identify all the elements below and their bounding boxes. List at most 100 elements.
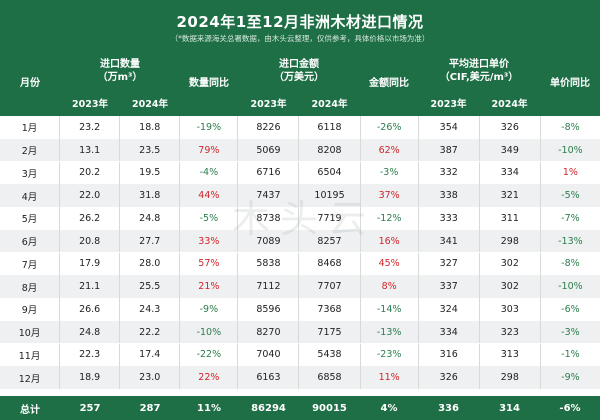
- table-row: 8月 21.1 25.5 21% 7112 7707 8% 337 302 -10%: [0, 275, 600, 298]
- amt-yoy-cell: 37%: [361, 184, 419, 207]
- table-row: 11月 22.3 17.4 -22% 7040 5438 -23% 316 313 -1%: [0, 343, 600, 367]
- total-price-yoy-cell: -6%: [559, 402, 581, 414]
- header-qty-unit: （万m³）: [97, 72, 143, 83]
- amt-2023-cell: 7089: [238, 229, 300, 253]
- price-yoy-cell: -6%: [561, 303, 580, 315]
- total-amt-2023-cell: 86294: [251, 402, 286, 414]
- amt-2024-cell: 8257: [299, 229, 361, 253]
- watermark: 木头云: [232, 197, 377, 241]
- amt-2024-cell: 7719: [299, 207, 361, 230]
- month-cell: 7月: [0, 252, 61, 276]
- total-month-cell: 总计: [20, 404, 40, 416]
- qty-2023-cell: 23.2: [60, 116, 121, 139]
- amt-yoy-cell: -14%: [361, 298, 419, 321]
- qty-2023-cell: 24.8: [60, 320, 121, 344]
- price-yoy-cell: -10%: [558, 281, 583, 293]
- header-qty-2023: 2023年: [72, 99, 108, 110]
- qty-yoy-cell: -10%: [180, 320, 239, 344]
- qty-2024-cell: 18.8: [120, 116, 181, 139]
- qty-2024-cell: 31.8: [120, 184, 181, 207]
- qty-yoy-cell: 22%: [180, 366, 239, 389]
- price-yoy-cell: -13%: [558, 235, 583, 247]
- qty-2023-cell: 22.0: [60, 184, 121, 207]
- amt-2024-cell: 6118: [299, 116, 361, 139]
- amt-2024-cell: 10195: [299, 184, 361, 207]
- amt-yoy-cell: -3%: [361, 161, 419, 185]
- amt-2023-cell: 7437: [238, 184, 300, 207]
- price-2024-cell: 302: [480, 252, 541, 276]
- header-amt-yoy: 金额同比: [369, 78, 409, 89]
- price-2024-cell: 298: [480, 366, 541, 389]
- table-row: 9月 26.6 24.3 -9% 8596 7368 -14% 324 303 -6%: [0, 298, 600, 321]
- table-row: 6月 20.8 27.7 33% 7089 8257 16% 341 298 -13%: [0, 229, 600, 253]
- price-2024-cell: 302: [480, 275, 541, 298]
- price-2023-cell: 338: [419, 184, 480, 207]
- header-amt-group: 进口金额: [279, 59, 319, 70]
- amt-yoy-cell: -12%: [361, 207, 419, 230]
- price-yoy-cell: -8%: [561, 121, 580, 133]
- price-2023-cell: 334: [419, 320, 480, 344]
- header-qty-yoy: 数量同比: [189, 78, 229, 89]
- qty-yoy-cell: 21%: [180, 275, 239, 298]
- amt-yoy-cell: 16%: [361, 229, 419, 253]
- price-2023-cell: 387: [419, 138, 480, 162]
- header-price-2023: 2023年: [430, 99, 467, 110]
- price-2024-cell: 298: [480, 229, 541, 253]
- table-row: 12月 18.9 23.0 22% 6163 6858 11% 326 298 -9%: [0, 366, 600, 389]
- month-cell: 10月: [0, 320, 61, 344]
- qty-2023-cell: 17.9: [60, 252, 121, 276]
- month-cell: 8月: [0, 275, 61, 298]
- price-yoy-cell: -9%: [561, 372, 580, 384]
- qty-yoy-cell: 44%: [180, 184, 239, 207]
- amt-yoy-cell: -13%: [361, 320, 419, 344]
- header-price-unit: （CIF,美元/m³）: [439, 72, 519, 83]
- qty-yoy-cell: 57%: [180, 252, 239, 276]
- price-2024-cell: 321: [480, 184, 541, 207]
- price-2023-cell: 337: [419, 275, 480, 298]
- amt-2023-cell: 8738: [238, 207, 300, 230]
- price-2024-cell: 303: [480, 298, 541, 321]
- amt-2024-cell: 6858: [299, 366, 361, 389]
- qty-yoy-cell: -9%: [180, 298, 239, 321]
- amt-2024-cell: 7707: [299, 275, 361, 298]
- total-amt-2024-cell: 90015: [312, 402, 347, 414]
- amt-2023-cell: 8226: [238, 116, 300, 139]
- total-price-2023-cell: 336: [438, 402, 459, 414]
- month-cell: 4月: [0, 184, 61, 207]
- month-cell: 12月: [0, 366, 61, 389]
- qty-2024-cell: 23.0: [120, 366, 181, 389]
- price-yoy-cell: -10%: [558, 144, 583, 156]
- month-cell: 11月: [0, 343, 61, 367]
- qty-2024-cell: 24.8: [120, 207, 181, 230]
- price-2023-cell: 341: [419, 229, 480, 253]
- qty-2023-cell: 20.8: [60, 229, 121, 253]
- header-amt-2024: 2024年: [311, 99, 348, 110]
- qty-yoy-cell: -4%: [180, 161, 239, 185]
- amt-2023-cell: 7040: [238, 343, 300, 367]
- amt-2023-cell: 5069: [238, 138, 300, 162]
- qty-2023-cell: 13.1: [60, 138, 121, 162]
- amt-2023-cell: 6716: [238, 161, 300, 185]
- qty-2024-cell: 25.5: [120, 275, 181, 298]
- qty-yoy-cell: 33%: [180, 229, 239, 253]
- total-qty-2023-cell: 257: [79, 402, 101, 414]
- qty-2023-cell: 26.2: [60, 207, 121, 230]
- price-2024-cell: 349: [480, 138, 541, 162]
- month-cell: 2月: [0, 138, 61, 162]
- total-qty-yoy-cell: 11%: [197, 402, 221, 414]
- header-amt-unit: （万美元）: [274, 72, 324, 83]
- qty-2024-cell: 24.3: [120, 298, 181, 321]
- table-row: 4月 22.0 31.8 44% 7437 10195 37% 338 321 -5%: [0, 184, 600, 207]
- price-2024-cell: 323: [480, 320, 541, 344]
- total-amt-yoy-cell: 4%: [380, 402, 398, 414]
- qty-2024-cell: 27.7: [120, 229, 181, 253]
- price-yoy-cell: 1%: [562, 167, 578, 179]
- qty-2024-cell: 22.2: [120, 320, 181, 344]
- amt-2023-cell: 7112: [238, 275, 300, 298]
- price-yoy-cell: -3%: [561, 326, 580, 338]
- price-2024-cell: 313: [480, 343, 541, 367]
- price-2023-cell: 354: [419, 116, 480, 139]
- qty-2023-cell: 18.9: [60, 366, 121, 389]
- qty-2023-cell: 21.1: [60, 275, 121, 298]
